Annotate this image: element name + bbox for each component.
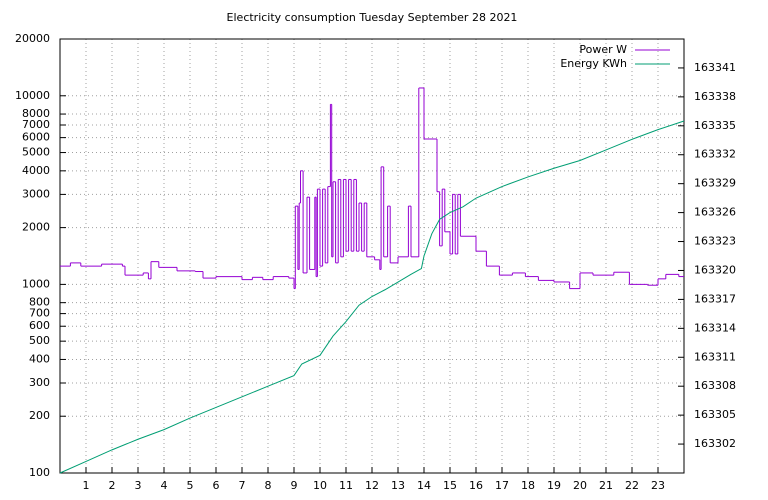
x-tick-label: 11 <box>339 479 353 492</box>
x-tick-label: 22 <box>625 479 639 492</box>
y-tick-label: 500 <box>29 334 50 347</box>
x-tick-label: 9 <box>291 479 298 492</box>
legend-label: Energy KWh <box>560 57 627 70</box>
x-tick-label: 4 <box>161 479 168 492</box>
y2-tick-label: 163311 <box>694 350 736 363</box>
x-tick-label: 15 <box>443 479 457 492</box>
x-tick-label: 1 <box>83 479 90 492</box>
y2-tick-label: 163305 <box>694 408 736 421</box>
y-tick-label: 7000 <box>22 118 50 131</box>
plot-frame <box>59 38 685 474</box>
x-tick-label: 19 <box>547 479 561 492</box>
y2-tick-label: 163317 <box>694 292 736 305</box>
x-tick-label: 23 <box>651 479 665 492</box>
x-tick-label: 21 <box>599 479 613 492</box>
x-tick-label: 20 <box>573 479 587 492</box>
y2-tick-label: 163329 <box>694 177 736 190</box>
y-tick-label: 1000 <box>22 277 50 290</box>
x-tick-label: 18 <box>521 479 535 492</box>
y-tick-label: 300 <box>29 376 50 389</box>
y-tick-label: 600 <box>29 319 50 332</box>
y-tick-label: 8000 <box>22 107 50 120</box>
y-tick-label: 6000 <box>22 131 50 144</box>
y2-tick-label: 163326 <box>694 206 736 219</box>
y-tick-label: 5000 <box>22 146 50 159</box>
power-riser <box>69 87 680 289</box>
x-tick-label: 5 <box>187 479 194 492</box>
x-tick-label: 2 <box>109 479 116 492</box>
x-tick-label: 12 <box>365 479 379 492</box>
x-tick-label: 10 <box>313 479 327 492</box>
chart-title: Electricity consumption Tuesday Septembe… <box>227 11 518 24</box>
x-tick-label: 13 <box>391 479 405 492</box>
y2-tick-label: 163308 <box>694 379 736 392</box>
x-tick-label: 16 <box>469 479 483 492</box>
legend-label: Power W <box>579 43 627 56</box>
y-tick-label: 20000 <box>15 32 50 45</box>
y-tick-label: 10000 <box>15 89 50 102</box>
y2-tick-label: 163320 <box>694 263 736 276</box>
y-tick-label: 4000 <box>22 164 50 177</box>
y2-tick-label: 163338 <box>694 90 736 103</box>
y2-tick-label: 163332 <box>694 148 736 161</box>
y-tick-label: 700 <box>29 307 50 320</box>
y-tick-label: 800 <box>29 296 50 309</box>
x-tick-label: 8 <box>265 479 272 492</box>
y-tick-label: 2000 <box>22 221 50 234</box>
x-tick-label: 3 <box>135 479 142 492</box>
energy-line <box>59 120 685 474</box>
y-tick-label: 400 <box>29 352 50 365</box>
y2-tick-label: 163302 <box>694 437 736 450</box>
x-tick-label: 14 <box>417 479 431 492</box>
x-tick-label: 6 <box>213 479 220 492</box>
y-tick-label: 200 <box>29 409 50 422</box>
x-tick-label: 17 <box>495 479 509 492</box>
y-tick-label: 100 <box>29 466 50 479</box>
y2-tick-label: 163314 <box>694 321 736 334</box>
y2-tick-label: 163335 <box>694 119 736 132</box>
y-tick-label: 3000 <box>22 187 50 200</box>
y2-tick-label: 163341 <box>694 61 736 74</box>
x-tick-label: 7 <box>239 479 246 492</box>
y2-tick-label: 163323 <box>694 235 736 248</box>
